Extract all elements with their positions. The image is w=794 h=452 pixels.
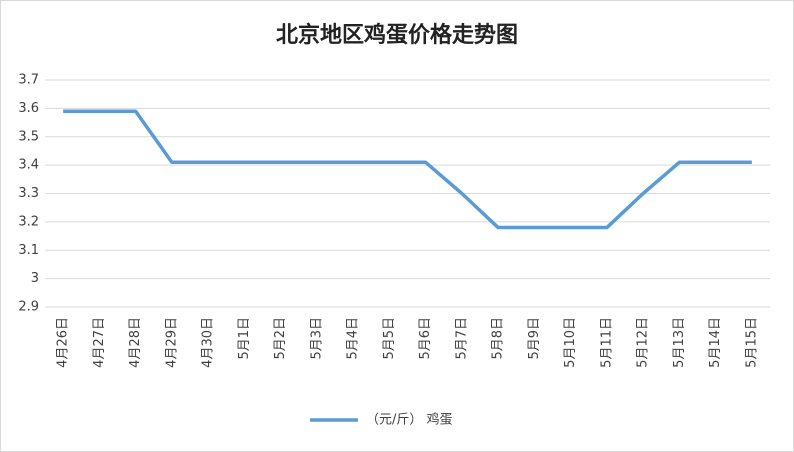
y-tick-label: 2.9 [18, 300, 39, 315]
legend-label: （元/斤） 鸡蛋 [366, 412, 453, 428]
x-tick-label: 5月13日 [672, 317, 687, 368]
x-tick-label: 5月5日 [382, 317, 397, 360]
y-tick-label: 3 [31, 271, 39, 286]
x-tick-label: 5月10日 [563, 317, 578, 368]
x-tick-label: 5月1日 [237, 317, 252, 360]
x-tick-label: 5月2日 [273, 317, 288, 360]
x-tick-label: 4月30日 [201, 317, 216, 368]
y-tick-label: 3.6 [18, 101, 39, 116]
x-tick-label: 5月6日 [418, 317, 433, 360]
x-tick-label: 4月26日 [56, 317, 71, 368]
y-tick-label: 3.7 [18, 73, 39, 88]
y-tick-label: 3.3 [18, 186, 39, 201]
y-tick-label: 3.1 [18, 243, 39, 258]
x-tick-label: 5月15日 [744, 317, 759, 368]
chart-title: 北京地区鸡蛋价格走势图 [276, 22, 518, 48]
x-tick-label: 5月12日 [636, 317, 651, 368]
data-line [63, 109, 752, 230]
x-tick-label: 5月14日 [708, 317, 723, 368]
x-tick-label: 4月28日 [128, 317, 143, 368]
x-tick-label: 4月29日 [164, 317, 179, 368]
y-tick-label: 3.2 [18, 214, 39, 229]
x-tick-label: 5月9日 [527, 317, 542, 360]
x-tick-label: 5月11日 [599, 317, 614, 368]
x-tick-label: 5月3日 [309, 317, 324, 360]
y-tick-label: 3.5 [18, 129, 39, 144]
x-tick-label: 5月4日 [346, 317, 361, 360]
y-tick-label: 3.4 [18, 158, 39, 173]
x-tick-label: 5月8日 [491, 317, 506, 360]
x-tick-label: 5月7日 [454, 317, 469, 360]
x-tick-label: 4月27日 [92, 317, 107, 368]
